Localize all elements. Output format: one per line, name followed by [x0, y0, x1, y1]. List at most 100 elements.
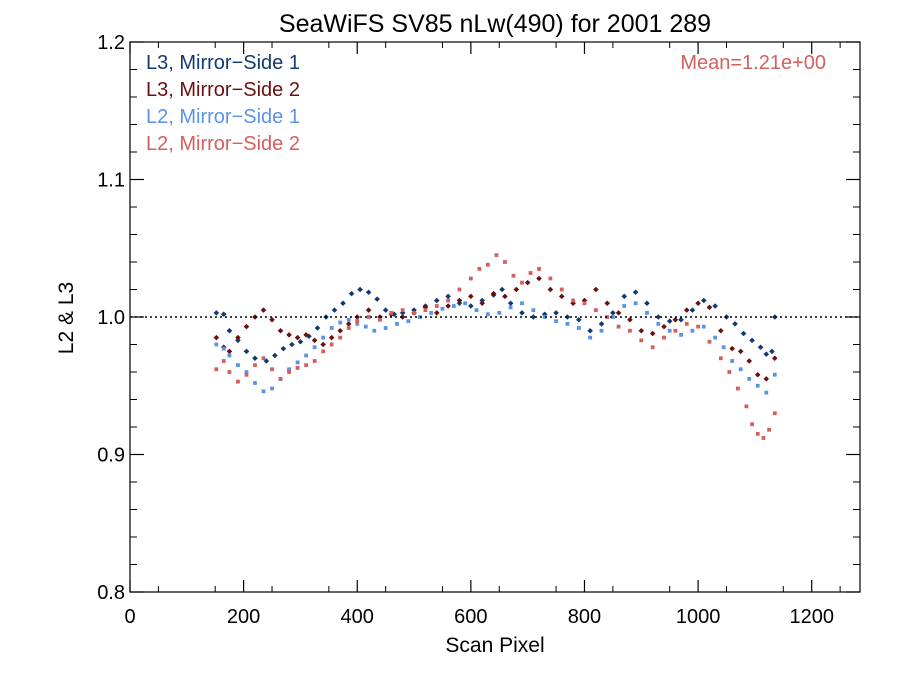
- data-point: [558, 293, 565, 300]
- data-point: [213, 334, 220, 341]
- data-point: [499, 286, 505, 293]
- data-point: [763, 376, 770, 382]
- data-point: [311, 337, 318, 344]
- plot-area: 0 200 400 600 800 1000 1200 0.8 0.9 1.0 1.1 1.2: [97, 32, 861, 628]
- data-point: [744, 404, 749, 409]
- data-point: [502, 293, 508, 300]
- data-point: [749, 337, 755, 344]
- data-point: [531, 308, 536, 313]
- data-point: [468, 276, 473, 281]
- data-point: [582, 301, 587, 306]
- legend-entry-l3-mirror-side-1: L3, Mirror−Side 1: [146, 52, 300, 74]
- data-point: [261, 356, 266, 361]
- x-axis-label: Scan Pixel: [445, 634, 544, 657]
- data-point: [304, 363, 309, 368]
- data-point: [269, 316, 275, 323]
- data-point: [338, 320, 343, 325]
- data-point: [434, 304, 439, 308]
- data-point: [503, 260, 507, 264]
- data-point: [610, 315, 615, 319]
- data-point: [747, 376, 752, 381]
- data-point: [244, 370, 249, 374]
- series-l3-mirror-side-2: [213, 275, 778, 382]
- data-point: [383, 326, 388, 330]
- series-l2-mirror-side-1: [214, 301, 777, 395]
- x-tick-label: 1200: [789, 606, 834, 628]
- data-point: [456, 297, 463, 304]
- data-point: [593, 286, 599, 293]
- data-point: [520, 280, 524, 285]
- y-axis-ticks: 0.8 0.9 1.0 1.1 1.2: [97, 32, 860, 604]
- data-point: [236, 363, 240, 368]
- data-point: [253, 363, 257, 368]
- data-point: [553, 310, 559, 316]
- data-point: [564, 314, 571, 320]
- data-point: [226, 348, 233, 355]
- data-point: [423, 308, 428, 313]
- data-point: [565, 321, 570, 326]
- data-point: [727, 370, 732, 374]
- data-point: [528, 271, 533, 275]
- data-point: [382, 307, 389, 313]
- data-point: [303, 332, 309, 338]
- data-point: [253, 381, 257, 385]
- data-point: [772, 372, 777, 377]
- data-point: [479, 300, 486, 307]
- data-point: [304, 353, 309, 358]
- data-point: [761, 436, 766, 440]
- data-point: [701, 324, 706, 329]
- data-point: [683, 307, 690, 313]
- data-point: [328, 334, 335, 341]
- x-tick-label: 800: [568, 606, 601, 628]
- data-point: [329, 342, 334, 347]
- data-point: [537, 266, 541, 271]
- data-point: [695, 300, 701, 307]
- data-point: [463, 301, 468, 306]
- data-point: [662, 335, 666, 340]
- data-point: [633, 301, 638, 306]
- data-point: [340, 300, 346, 307]
- data-point: [227, 370, 232, 374]
- data-point: [252, 314, 258, 320]
- data-point: [632, 289, 639, 296]
- data-point: [314, 325, 321, 331]
- data-point: [622, 304, 627, 308]
- data-point: [513, 286, 520, 293]
- data-point: [378, 317, 382, 322]
- data-point: [542, 315, 547, 319]
- data-point: [599, 328, 604, 333]
- data-point: [679, 332, 683, 337]
- data-point: [621, 293, 628, 300]
- y-axis-label: L2 & L3: [55, 282, 78, 354]
- data-point: [700, 297, 707, 304]
- data-point: [312, 345, 317, 350]
- data-point: [252, 355, 258, 362]
- data-point: [735, 386, 740, 391]
- data-point: [649, 330, 656, 337]
- data-point: [769, 348, 775, 355]
- data-point: [243, 323, 250, 330]
- y-tick-label: 0.8: [97, 582, 125, 604]
- data-point: [721, 345, 726, 350]
- data-point: [213, 310, 220, 316]
- data-point: [554, 319, 558, 324]
- data-point: [497, 310, 502, 315]
- data-point: [494, 253, 499, 258]
- data-point: [615, 310, 622, 316]
- data-point: [718, 327, 724, 334]
- data-point: [272, 352, 278, 359]
- data-point: [524, 279, 531, 286]
- data-point: [548, 276, 553, 281]
- data-point: [429, 310, 433, 315]
- data-point: [730, 359, 735, 363]
- data-point: [355, 321, 360, 326]
- data-point: [287, 370, 291, 374]
- data-point: [372, 328, 377, 333]
- data-point: [678, 316, 684, 323]
- data-point: [214, 367, 219, 372]
- data-point: [598, 321, 605, 327]
- data-point: [661, 323, 667, 330]
- data-point: [767, 427, 772, 432]
- data-point: [329, 326, 334, 330]
- x-tick-label: 400: [341, 606, 374, 628]
